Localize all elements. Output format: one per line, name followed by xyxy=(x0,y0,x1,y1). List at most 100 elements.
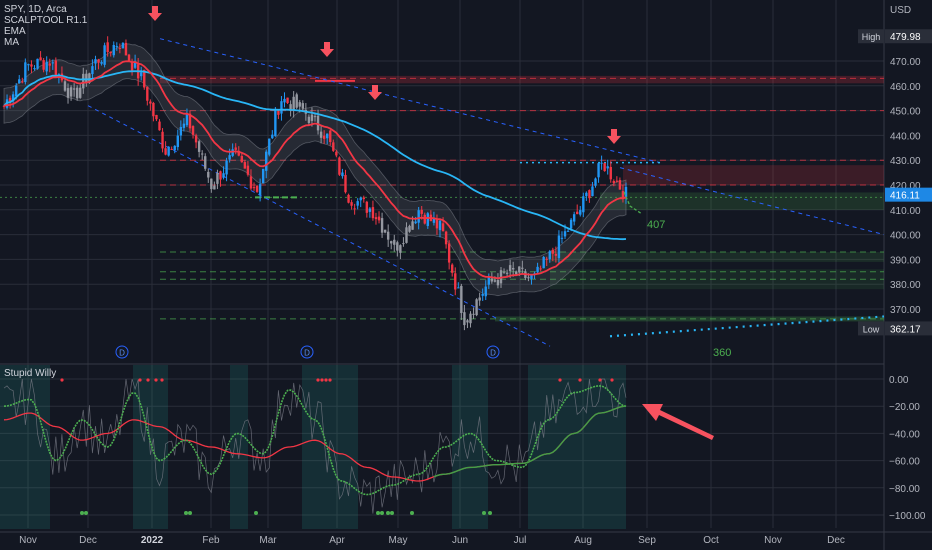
candle-body xyxy=(335,151,338,156)
candle-body xyxy=(344,174,347,193)
chart-legend: SPY, 1D, Arca SCALPTOOL R1.1 EMA MA xyxy=(4,4,87,48)
time-tick: Oct xyxy=(703,535,719,546)
candle-body xyxy=(48,63,51,66)
axes: 370.00 380.00 390.00 400.00 410.00 420.00 430.… xyxy=(19,5,926,546)
time-tick: Dec xyxy=(827,535,845,546)
candle-body xyxy=(371,207,375,219)
candle-body xyxy=(97,59,100,63)
candle-body xyxy=(368,208,372,212)
candle-body xyxy=(554,253,558,256)
candle-body xyxy=(609,166,612,180)
osc-signal-dot xyxy=(390,511,394,515)
time-tick: Nov xyxy=(764,535,782,546)
candle-body xyxy=(603,163,606,172)
candle-body xyxy=(356,201,359,206)
candle-body xyxy=(451,264,454,273)
candle-body xyxy=(606,166,609,169)
candle-body xyxy=(493,280,497,282)
indicator-ma[interactable]: MA xyxy=(4,37,19,48)
osc-signal-dot xyxy=(188,511,192,515)
price-tick: 370.00 xyxy=(890,305,921,316)
candle-body xyxy=(82,73,85,89)
candle-body xyxy=(197,141,201,152)
candle-body xyxy=(359,197,362,201)
candle-body xyxy=(85,73,88,83)
osc-tick: −40.00 xyxy=(889,429,920,440)
osc-top-dot xyxy=(138,378,142,382)
time-tick: Nov xyxy=(19,535,37,546)
candle-body xyxy=(274,110,277,137)
dividend-marker xyxy=(486,345,500,359)
time-tick: Jun xyxy=(452,535,468,546)
candle-body xyxy=(185,114,189,126)
candle-body xyxy=(624,186,628,197)
candle-body xyxy=(472,313,475,315)
time-tick: 2022 xyxy=(141,535,164,546)
low-badge-value: 362.17 xyxy=(890,324,921,335)
candles[interactable] xyxy=(2,36,628,331)
resistance-zone-2 xyxy=(623,165,884,185)
candle-body xyxy=(11,94,15,102)
candle-body xyxy=(518,266,521,273)
osc-signal-dot xyxy=(376,511,380,515)
annotation-arrows: 407 360 D D D xyxy=(115,6,731,440)
osc-signal-dot xyxy=(410,511,414,515)
candle-body xyxy=(69,87,73,97)
candle-body xyxy=(325,133,329,139)
candle-body xyxy=(563,231,567,237)
dividend-label: D xyxy=(119,349,125,358)
oscillator-label[interactable]: Stupid Willy xyxy=(4,368,57,379)
candle-body xyxy=(72,88,76,90)
candle-body xyxy=(146,86,149,101)
candle-body xyxy=(18,79,21,84)
candle-body xyxy=(42,60,45,70)
price-tick: 430.00 xyxy=(890,156,921,167)
candle-body xyxy=(280,101,283,114)
indicator-scalptool[interactable]: SCALPTOOL R1.1 xyxy=(4,15,88,26)
time-tick: Feb xyxy=(202,535,220,546)
candle-body xyxy=(164,148,167,155)
candle-body xyxy=(149,101,152,104)
candle-body xyxy=(310,114,314,121)
candle-body xyxy=(332,142,335,151)
high-badge-label: High xyxy=(862,32,881,42)
candle-body xyxy=(289,104,292,111)
candle-body xyxy=(182,123,186,128)
osc-tick: −60.00 xyxy=(889,457,920,468)
candle-body xyxy=(374,217,378,220)
candle-body xyxy=(271,134,274,139)
candle-body xyxy=(435,219,439,229)
indicator-ema[interactable]: EMA xyxy=(4,26,26,37)
osc-tick: −80.00 xyxy=(889,484,920,495)
candle-body xyxy=(527,277,530,279)
candle-body xyxy=(152,102,155,117)
candle-body xyxy=(612,181,616,184)
candle-body xyxy=(594,178,597,186)
candle-body xyxy=(194,135,198,143)
candle-body xyxy=(121,42,125,49)
price-badges: High 479.98 Low 362.17 416.11 xyxy=(858,29,932,336)
candle-body xyxy=(579,210,582,215)
candle-body xyxy=(261,168,265,184)
oscillator-pane xyxy=(3,378,627,515)
candle-body xyxy=(295,94,298,108)
dividend-marker xyxy=(115,345,129,359)
candle-body xyxy=(484,286,487,297)
osc-top-dot xyxy=(154,378,158,382)
candle-body xyxy=(545,258,548,260)
candle-body xyxy=(362,197,365,200)
candle-body xyxy=(417,210,420,223)
osc-top-dot xyxy=(328,378,332,382)
candle-body xyxy=(301,103,305,109)
resistance-zone xyxy=(160,75,884,84)
osc-zone xyxy=(133,365,168,529)
osc-tick: −20.00 xyxy=(889,402,920,413)
osc-top-dot xyxy=(610,378,614,382)
candle-body xyxy=(106,42,109,53)
candle-body xyxy=(441,223,445,232)
candle-body xyxy=(130,61,134,71)
candle-body xyxy=(228,155,231,160)
symbol-label[interactable]: SPY, 1D, Arca xyxy=(4,4,67,15)
price-tick: 460.00 xyxy=(890,82,921,93)
